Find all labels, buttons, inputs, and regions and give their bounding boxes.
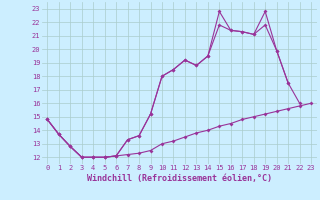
X-axis label: Windchill (Refroidissement éolien,°C): Windchill (Refroidissement éolien,°C) bbox=[87, 174, 272, 183]
